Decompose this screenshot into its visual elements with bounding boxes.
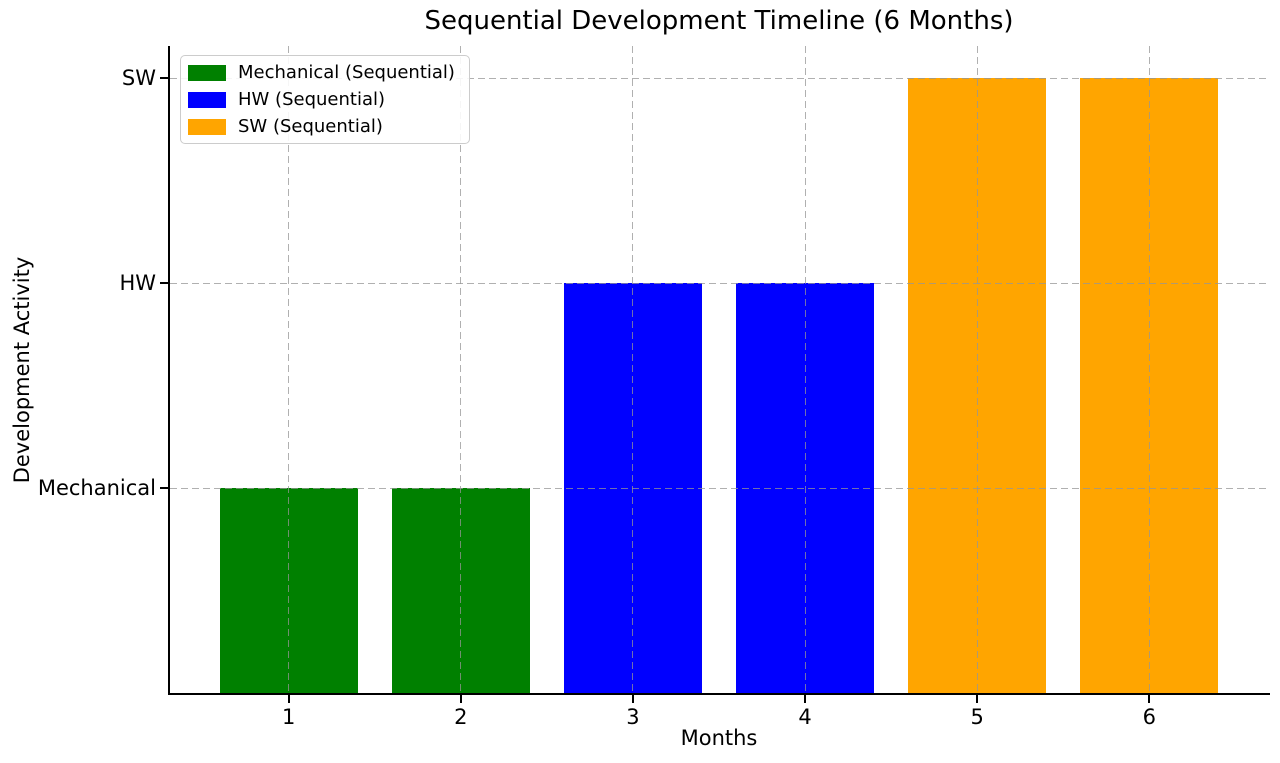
legend-item-1: HW (Sequential) — [188, 86, 455, 113]
legend-label: Mechanical (Sequential) — [238, 62, 455, 83]
y-tick-mark-mechanical — [160, 487, 168, 489]
x-axis-spine — [168, 693, 1270, 695]
plot-area: 1 2 3 4 5 6 Mechanical HW SW Mechanical (Sequent… — [38, 46, 1270, 729]
x-tick-label-5: 5 — [970, 705, 984, 729]
legend-item-2: SW (Sequential) — [188, 113, 455, 140]
x-tick-label-2: 2 — [454, 705, 468, 729]
legend: Mechanical (Sequential) HW (Sequential) SW… — [180, 55, 470, 144]
y-tick-mark-hw — [160, 282, 168, 284]
gridline-horizontal-hw — [170, 282, 1268, 284]
gridline-horizontal-mechanical — [170, 487, 1268, 489]
chart-title: Sequential Development Timeline (6 Month… — [424, 6, 1014, 36]
x-tick-label-4: 4 — [798, 705, 812, 729]
x-tick-mark-3 — [631, 695, 634, 703]
legend-label: HW (Sequential) — [238, 89, 386, 110]
x-tick-label-6: 6 — [1142, 705, 1156, 729]
gridline-horizontal-sw — [170, 77, 1268, 79]
legend-item-0: Mechanical (Sequential) — [188, 59, 455, 86]
legend-swatch-icon — [188, 91, 226, 108]
x-axis-label: Months — [680, 726, 758, 750]
x-tick-label-1: 1 — [282, 705, 296, 729]
gridline-vertical-4 — [804, 46, 806, 693]
y-axis-spine — [168, 46, 170, 695]
y-tick-label-hw: HW — [119, 271, 156, 295]
x-tick-mark-2 — [459, 695, 462, 703]
x-tick-label-3: 3 — [626, 705, 640, 729]
legend-swatch-icon — [188, 64, 226, 81]
x-tick-mark-4 — [804, 695, 807, 703]
x-tick-mark-6 — [1148, 695, 1151, 703]
y-tick-label-mechanical: Mechanical — [37, 476, 156, 500]
y-tick-label-sw: SW — [121, 66, 156, 90]
x-tick-mark-1 — [287, 695, 290, 703]
x-tick-mark-5 — [976, 695, 979, 703]
y-tick-mark-sw — [160, 77, 168, 79]
gridline-vertical-2 — [460, 46, 462, 693]
legend-label: SW (Sequential) — [238, 116, 383, 137]
gridline-vertical-3 — [632, 46, 634, 693]
y-axis-label: Development Activity — [10, 256, 34, 484]
gridline-vertical-6 — [1148, 46, 1150, 693]
legend-swatch-icon — [188, 118, 226, 135]
gridline-vertical-1 — [288, 46, 290, 693]
gridline-vertical-5 — [976, 46, 978, 693]
